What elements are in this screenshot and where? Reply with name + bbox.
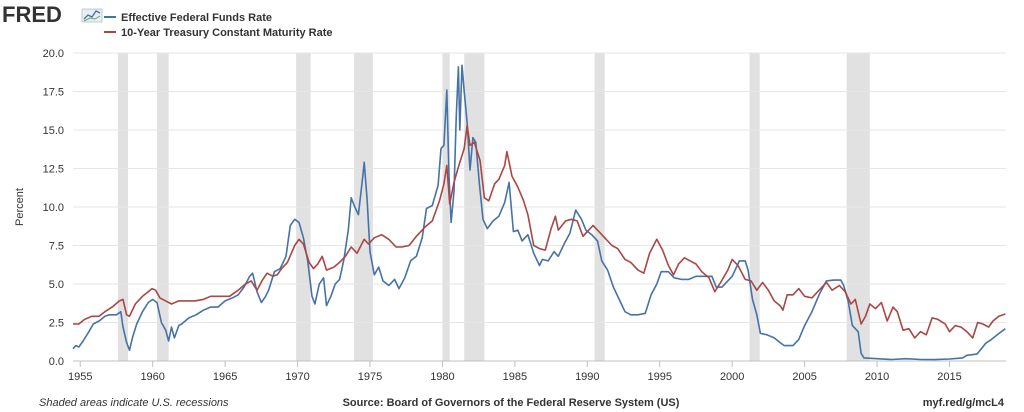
- x-tick-label: 1975: [358, 371, 382, 383]
- x-tick-label: 2010: [865, 371, 889, 383]
- x-tick-label: 1960: [140, 371, 164, 383]
- legend-item-fed-funds[interactable]: Effective Federal Funds Rate: [104, 12, 272, 24]
- x-axis-ticks: 1955 1960 1965 1970 1975 1980 1985 1990 1995 2000…: [68, 360, 1006, 383]
- x-tick-label: 2000: [720, 371, 744, 383]
- x-tick-label: 1985: [503, 371, 527, 383]
- y-tick-label: 2.5: [49, 318, 64, 330]
- y-axis-ticks: 0.0 2.5 5.0 7.5 10.0 12.5 15.0 17.5 20.0: [43, 48, 64, 368]
- y-tick-label: 0.0: [49, 356, 64, 368]
- legend-label: Effective Federal Funds Rate: [121, 12, 272, 24]
- fred-logo[interactable]: FRED: [2, 2, 103, 27]
- x-tick-label: 2005: [792, 371, 816, 383]
- x-tick-label: 1955: [68, 371, 92, 383]
- x-tick-label: 1990: [575, 371, 599, 383]
- x-tick-label: 1965: [213, 371, 237, 383]
- y-tick-label: 17.5: [43, 87, 64, 99]
- short-url-link[interactable]: myf.red/g/mcL4: [923, 397, 1005, 409]
- source-note: Source: Board of Governors of the Federa…: [343, 397, 680, 409]
- y-tick-label: 7.5: [49, 241, 64, 253]
- fred-logo-text: FRED: [2, 2, 62, 27]
- y-tick-label: 12.5: [43, 164, 64, 176]
- legend: Effective Federal Funds Rate 10-Year Tre…: [104, 12, 333, 39]
- y-tick-label: 20.0: [43, 48, 64, 60]
- series-lines: [72, 64, 1006, 361]
- trend-chart-icon: [81, 8, 103, 23]
- recession-note: Shaded areas indicate U.S. recessions: [39, 397, 229, 409]
- x-tick-label: 1970: [285, 371, 309, 383]
- x-tick-label: 2015: [937, 371, 961, 383]
- y-axis-title: Percent: [14, 188, 26, 226]
- series-line-0: [72, 64, 1006, 361]
- series-line-1: [73, 124, 1006, 339]
- x-tick-label: 1980: [430, 371, 454, 383]
- y-tick-label: 5.0: [49, 279, 64, 291]
- legend-item-10yr-treasury[interactable]: 10-Year Treasury Constant Maturity Rate: [104, 27, 333, 39]
- legend-label: 10-Year Treasury Constant Maturity Rate: [121, 27, 333, 39]
- x-tick-label: 1995: [648, 371, 672, 383]
- y-tick-label: 15.0: [43, 125, 64, 137]
- y-tick-label: 10.0: [43, 202, 64, 214]
